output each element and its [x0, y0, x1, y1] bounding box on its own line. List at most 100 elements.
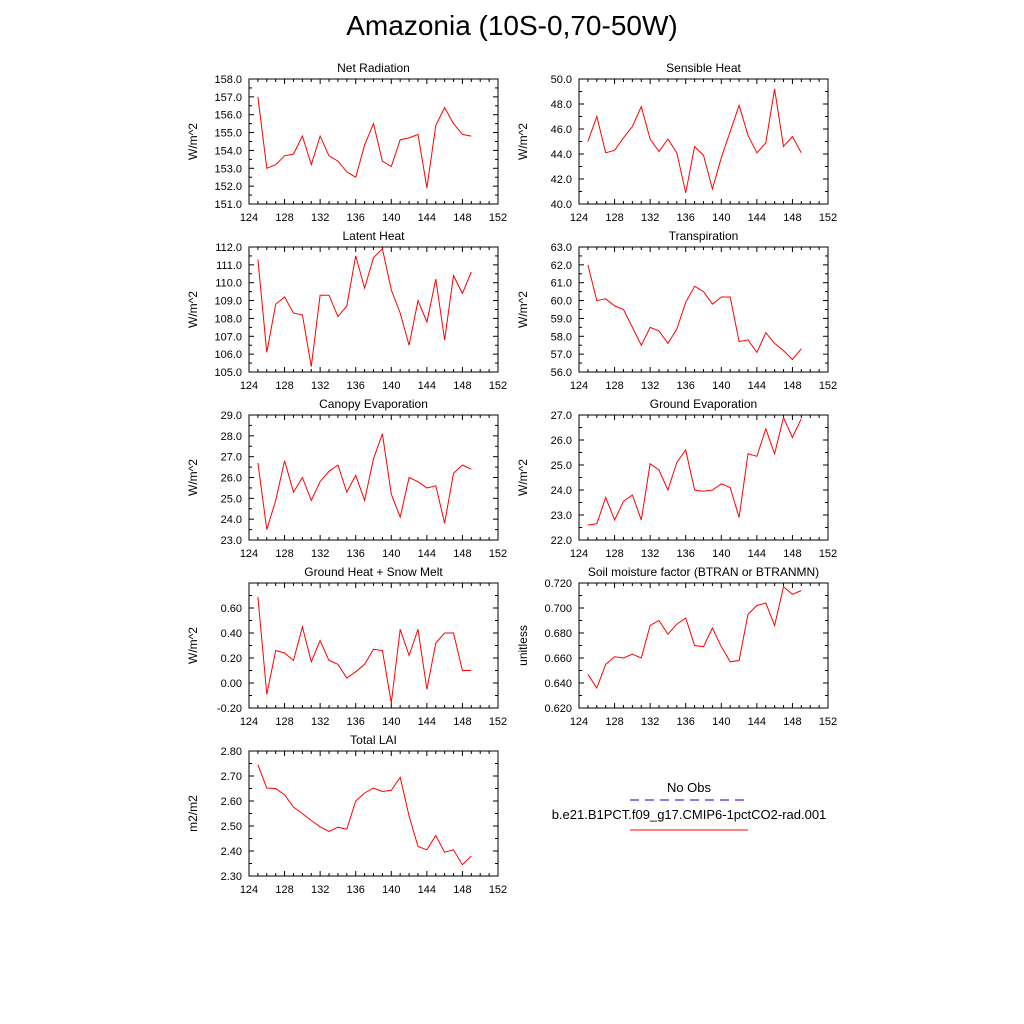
panel-2-x-tick-label: 124: [570, 212, 588, 224]
panel-9-x-tick-label: 148: [453, 884, 471, 896]
panel-1-plot-frame: [248, 78, 499, 205]
panel-4-y-tick-label: 60.0: [551, 296, 572, 308]
panel-3-x-tick-label: 144: [418, 380, 436, 392]
panel-1-y-tick-label: 158.0: [214, 74, 242, 86]
panel-5-x-tick-label: 132: [311, 548, 329, 560]
panel-6-y-tick-label: 25.0: [551, 460, 572, 472]
panel-3-y-tick-label: 107.0: [214, 331, 242, 343]
panel-6-x-tick-label: 128: [605, 548, 623, 560]
panel-5-y-tick-label: 25.0: [221, 493, 242, 505]
panel-1-y-tick-label: 151.0: [214, 199, 242, 211]
panel-6-model-series-line: [587, 415, 802, 526]
panel-8-model-series-line: [587, 585, 802, 690]
panel-8-y-tick-label: 0.720: [544, 578, 572, 590]
panel-7-y-tick-label: 0.20: [221, 653, 242, 665]
panel-8-y-tick-label: 0.620: [544, 703, 572, 715]
panel-3-y-axis-label: W/m^2: [186, 291, 200, 328]
panel-9-y-axis-label: m2/m2: [186, 795, 200, 832]
panel-4-x-tick-label: 140: [712, 380, 730, 392]
panel-9-x-tick-label: 144: [418, 884, 436, 896]
panel-3-y-tick-label: 106.0: [214, 349, 242, 361]
panel-6-title: Ground Evaporation: [650, 397, 757, 411]
panel-8-x-tick-label: 136: [677, 716, 695, 728]
panel-4-y-tick-label: 59.0: [551, 313, 572, 325]
panel-9-y-tick-label: 2.60: [221, 796, 242, 808]
panel-8-x-tick-label: 148: [783, 716, 801, 728]
panel-5-x-tick-label: 144: [418, 548, 436, 560]
panel-9-x-tick-label: 136: [347, 884, 365, 896]
panel-6-x-tick-label: 140: [712, 548, 730, 560]
panel-5-y-tick-label: 23.0: [221, 535, 242, 547]
panel-8-plot-frame: [578, 582, 829, 709]
panel-4-model-series-line: [587, 264, 802, 361]
panel-5-y-tick-label: 28.0: [221, 431, 242, 443]
panel-3-y-tick-label: 109.0: [214, 296, 242, 308]
panel-7-model-series-line: [257, 596, 472, 704]
panel-5-model-series-line: [257, 433, 472, 530]
panel-3-title: Latent Heat: [342, 229, 405, 243]
panel-9-y-tick-label: 2.40: [221, 846, 242, 858]
panel-4-y-tick-label: 56.0: [551, 367, 572, 379]
panel-1-x-tick-label: 140: [382, 212, 400, 224]
panel-6-x-tick-label: 144: [748, 548, 766, 560]
panel-6-y-tick-label: 24.0: [551, 485, 572, 497]
panel-3-x-tick-label: 124: [240, 380, 258, 392]
panel-8-x-tick-label: 128: [605, 716, 623, 728]
panel-3-x-tick-label: 152: [489, 380, 507, 392]
panel-5-y-tick-label: 26.0: [221, 473, 242, 485]
panel-4-title: Transpiration: [669, 229, 739, 243]
panel-4-y-axis-label: W/m^2: [516, 291, 530, 328]
panel-1-x-tick-label: 132: [311, 212, 329, 224]
panel-4-x-tick-label: 128: [605, 380, 623, 392]
panel-1-x-tick-label: 136: [347, 212, 365, 224]
panel-6-y-tick-label: 23.0: [551, 510, 572, 522]
panel-3-x-tick-label: 132: [311, 380, 329, 392]
panel-3-x-tick-label: 140: [382, 380, 400, 392]
figure-title: Amazonia (10S-0,70-50W): [346, 10, 678, 41]
panel-5-x-tick-label: 148: [453, 548, 471, 560]
panel-1-x-tick-label: 128: [275, 212, 293, 224]
panel-9-model-series-line: [257, 764, 472, 866]
panel-3-model-series-line: [257, 247, 472, 367]
panel-2-x-tick-label: 148: [783, 212, 801, 224]
panel-8-x-tick-label: 144: [748, 716, 766, 728]
panel-8-x-tick-label: 124: [570, 716, 588, 728]
panel-7-y-axis-label: W/m^2: [186, 627, 200, 664]
panel-2-x-tick-label: 140: [712, 212, 730, 224]
panel-5-y-tick-label: 24.0: [221, 514, 242, 526]
panel-7-plot-frame: [248, 582, 499, 709]
panel-8-y-axis-label: unitless: [516, 625, 530, 666]
panel-6-x-tick-label: 132: [641, 548, 659, 560]
panel-3-x-tick-label: 136: [347, 380, 365, 392]
panel-7-x-tick-label: 148: [453, 716, 471, 728]
panel-6-y-tick-label: 22.0: [551, 535, 572, 547]
panel-7-x-tick-label: 132: [311, 716, 329, 728]
panel-5-plot-frame: [248, 414, 499, 541]
panel-6-y-tick-label: 26.0: [551, 435, 572, 447]
panel-2-x-tick-label: 132: [641, 212, 659, 224]
panel-9-y-tick-label: 2.30: [221, 871, 242, 883]
panel-5-y-tick-label: 27.0: [221, 452, 242, 464]
panel-9-y-tick-label: 2.70: [221, 771, 242, 783]
panel-6-x-tick-label: 136: [677, 548, 695, 560]
panel-1-x-tick-label: 124: [240, 212, 258, 224]
panel-6-x-tick-label: 124: [570, 548, 588, 560]
panel-2-plot-frame: [578, 78, 829, 205]
panel-4-plot-frame: [578, 246, 829, 373]
panel-3-plot-frame: [248, 246, 499, 373]
panel-2-x-tick-label: 136: [677, 212, 695, 224]
panel-2-y-tick-label: 44.0: [551, 149, 572, 161]
panel-3-y-tick-label: 111.0: [216, 260, 242, 272]
panel-8-y-tick-label: 0.660: [544, 653, 572, 665]
panel-1-x-tick-label: 148: [453, 212, 471, 224]
panel-2-x-tick-label: 128: [605, 212, 623, 224]
panel-5-x-tick-label: 128: [275, 548, 293, 560]
panel-9-x-tick-label: 132: [311, 884, 329, 896]
panel-9-y-tick-label: 2.50: [221, 821, 242, 833]
panel-7-y-tick-label: 0.60: [221, 603, 242, 615]
panel-2-y-axis-label: W/m^2: [516, 123, 530, 160]
panel-1-y-tick-label: 152.0: [214, 181, 242, 193]
panel-9-x-tick-label: 140: [382, 884, 400, 896]
panel-4-x-tick-label: 136: [677, 380, 695, 392]
